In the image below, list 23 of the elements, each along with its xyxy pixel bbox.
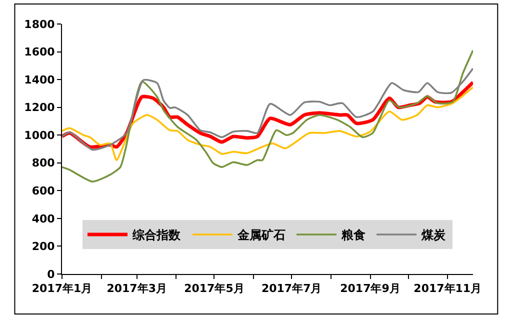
x-tick-label: 2017年9月 (340, 282, 400, 296)
line-series (62, 86, 473, 162)
x-tick-label: 2017年7月 (261, 282, 322, 296)
y-tick-label: 800 (32, 156, 56, 170)
y-tick-label: 600 (32, 184, 56, 198)
legend-label: 综合指数 (132, 228, 182, 242)
legend-label: 粮食 (340, 228, 366, 242)
line-series (62, 49, 473, 183)
x-tick-label: 2017年11月 (414, 282, 482, 296)
y-tick-label: 1400 (24, 73, 56, 86)
y-tick-label: 1200 (24, 101, 56, 114)
line-series (62, 68, 473, 151)
y-tick-label: 1800 (24, 18, 56, 31)
y-tick-label: 400 (32, 212, 56, 226)
x-tick-label: 2017年5月 (184, 282, 244, 296)
y-tick-label: 1600 (24, 46, 56, 59)
legend-label: 金属矿石 (236, 228, 286, 242)
legend-label: 煤炭 (420, 228, 446, 242)
y-tick-label: 1000 (24, 128, 56, 142)
y-tick-label: 0 (47, 268, 56, 281)
y-tick-label: 200 (32, 240, 56, 254)
x-tick-label: 2017年3月 (106, 282, 167, 296)
x-tick-label: 2017年1月 (32, 282, 92, 296)
